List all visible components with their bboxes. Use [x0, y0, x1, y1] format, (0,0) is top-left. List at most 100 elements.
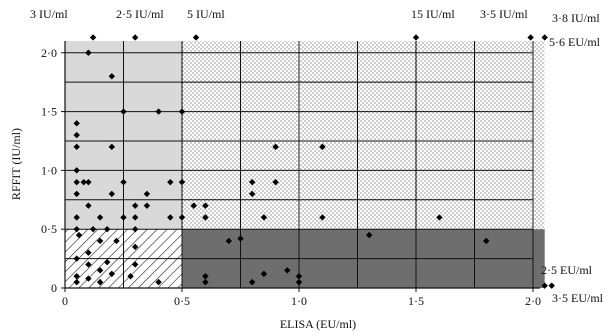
annotation-3-iu: 3 IU/ml — [30, 7, 68, 21]
data-point — [73, 255, 80, 262]
data-point — [103, 258, 111, 266]
x-tick-label: 2·0 — [525, 294, 541, 308]
data-point — [541, 34, 548, 41]
data-point — [249, 278, 256, 286]
x-tick-label: 1·0 — [291, 294, 307, 308]
data-point — [85, 275, 92, 282]
annotation-15-iu: 15 IU/ml — [411, 7, 455, 21]
data-point — [127, 273, 134, 280]
data-point — [120, 178, 127, 186]
data-point — [436, 214, 443, 221]
data-point — [85, 49, 92, 56]
data-point — [190, 202, 197, 209]
x-tick-label: 0·5 — [174, 294, 190, 308]
data-point — [178, 214, 186, 221]
data-point — [541, 282, 548, 289]
y-tick-label: 0 — [51, 281, 57, 295]
data-point — [295, 278, 303, 286]
data-point — [120, 108, 127, 115]
data-point — [73, 273, 80, 280]
data-point — [202, 202, 209, 209]
data-point — [249, 190, 256, 198]
data-point — [319, 214, 326, 221]
data-point — [272, 178, 279, 186]
data-point — [89, 34, 97, 41]
data-point — [260, 214, 268, 221]
data-point — [143, 202, 151, 209]
data-point — [108, 143, 115, 151]
data-point — [366, 231, 373, 239]
x-tick-label: 1·5 — [408, 294, 424, 308]
axes — [64, 41, 540, 289]
data-point — [96, 278, 104, 286]
y-tick-label: 1·5 — [41, 105, 57, 119]
data-point — [73, 178, 80, 186]
data-point — [260, 270, 268, 278]
data-point — [132, 34, 139, 41]
data-point — [155, 278, 162, 286]
data-point — [483, 237, 490, 245]
data-point — [249, 178, 256, 186]
x-tick-label: 0 — [62, 294, 68, 308]
annotation-3-8-iu: 3·8 IU/ml — [552, 11, 600, 25]
data-point — [73, 120, 80, 127]
data-point — [295, 273, 303, 280]
data-point — [272, 143, 279, 151]
data-point — [284, 267, 291, 274]
data-point — [155, 108, 162, 115]
data-point — [132, 202, 139, 209]
data-point — [202, 214, 209, 221]
data-point — [319, 143, 326, 151]
data-point — [89, 225, 97, 233]
region-dotted-right — [533, 41, 545, 230]
data-point — [80, 178, 87, 186]
data-point — [192, 34, 200, 41]
data-point — [202, 278, 209, 286]
data-point — [73, 225, 80, 233]
annotation-5-iu: 5 IU/ml — [187, 7, 225, 21]
data-point — [108, 270, 115, 278]
data-point — [85, 249, 92, 256]
y-axis-title: RFFIT (IU/ml) — [9, 128, 23, 200]
data-point — [73, 190, 80, 198]
data-point — [132, 243, 139, 251]
y-tick-label: 0·5 — [41, 222, 57, 236]
data-point — [96, 214, 104, 221]
data-point — [202, 273, 209, 280]
data-point — [96, 267, 104, 274]
data-point — [103, 225, 111, 233]
data-point — [96, 237, 104, 245]
data-point — [178, 108, 186, 115]
data-point — [75, 231, 83, 239]
annotation-5-6-eu: 5·6 EU/ml — [549, 35, 601, 49]
data-point — [527, 34, 534, 41]
data-point — [412, 34, 420, 41]
data-point — [108, 190, 115, 198]
data-point — [548, 282, 555, 289]
data-point — [85, 178, 92, 186]
data-point — [132, 261, 139, 268]
data-points — [73, 34, 555, 289]
data-point — [225, 237, 232, 245]
annotation-2-5-iu: 2·5 IU/ml — [116, 7, 164, 21]
data-point — [73, 278, 80, 286]
x-axis-title: ELISA (EU/ml) — [280, 317, 356, 331]
annotation-3-5-iu: 3·5 IU/ml — [480, 7, 528, 21]
annotation-2-5-eu: 2·5 EU/ml — [541, 263, 593, 277]
data-point — [85, 202, 92, 209]
data-point — [167, 214, 174, 221]
tick-labels: 0 0·5 1·0 1·5 2·0 0 0·5 1·0 1·5 2·0 — [41, 46, 541, 308]
data-point — [167, 178, 174, 186]
data-point — [73, 131, 80, 139]
data-point — [132, 225, 139, 233]
y-tick-label: 1·0 — [41, 163, 57, 177]
data-point — [113, 237, 120, 245]
data-point — [237, 235, 244, 242]
annotation-3-5-eu: 3·5 EU/ml — [552, 291, 604, 305]
data-point — [143, 190, 151, 198]
data-point — [120, 214, 127, 221]
data-point — [108, 73, 115, 80]
data-point — [178, 178, 186, 186]
data-point — [73, 214, 80, 221]
